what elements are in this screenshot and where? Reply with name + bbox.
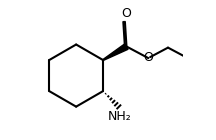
Text: O: O (121, 7, 131, 20)
Text: O: O (144, 51, 154, 64)
Text: NH₂: NH₂ (108, 110, 132, 123)
Polygon shape (103, 44, 128, 60)
